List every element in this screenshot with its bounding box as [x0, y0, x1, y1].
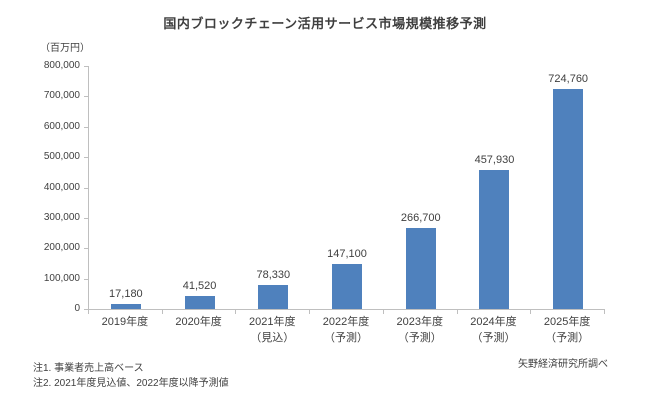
- x-tick-mark: [382, 310, 384, 314]
- y-tick-mark: [84, 66, 89, 67]
- x-tick-label: 2023年度 （予測）: [383, 314, 457, 346]
- bar: [479, 169, 510, 309]
- bar-value-label: 147,100: [327, 248, 367, 261]
- x-tick-year: 2020年度: [175, 316, 222, 328]
- y-tick-label: 300,000: [43, 211, 80, 223]
- y-tick-mark: [84, 278, 89, 280]
- x-tick-mark: [456, 310, 458, 314]
- bar: [553, 88, 584, 309]
- bar-column: 147,100: [310, 66, 384, 309]
- y-tick-label: 600,000: [43, 120, 80, 132]
- bar-value-label: 724,760: [548, 72, 589, 85]
- bar-column: 41,520: [163, 66, 237, 309]
- footnote-2: 注2. 2021年度見込値、2022年度以降予測値: [33, 378, 229, 389]
- chart-title: 国内ブロックチェーン活用サービス市場規模推移予測: [163, 16, 487, 31]
- x-tick-mark: [309, 310, 311, 314]
- bar: [405, 228, 436, 309]
- x-tick-label: 2024年度 （予測）: [457, 314, 531, 346]
- x-tick-mark: [88, 310, 89, 314]
- y-tick-label: 0: [74, 303, 80, 314]
- x-tick-year: 2021年度: [249, 316, 296, 328]
- footnotes: 注1. 事業者売上高ベース 注2. 2021年度見込値、2022年度以降予測値: [33, 361, 229, 391]
- y-tick-mark: [84, 126, 89, 128]
- x-tick-year: 2023年度: [396, 316, 443, 328]
- y-tick-mark: [84, 248, 89, 250]
- bar-column: 78,330: [236, 66, 310, 309]
- x-tick-label: 2019年度: [88, 314, 162, 346]
- y-tick-label: 200,000: [43, 242, 80, 254]
- x-tick-sublabel: （予測）: [545, 332, 590, 344]
- x-tick-mark: [530, 310, 532, 314]
- bar-column: 17,180: [89, 66, 163, 309]
- x-tick-sublabel: （見込）: [250, 332, 295, 344]
- bar-value-label: 17,180: [109, 287, 143, 300]
- x-tick-label: 2021年度 （見込）: [235, 314, 309, 346]
- x-tick-label: 2020年度: [162, 314, 236, 346]
- y-tick-label: 500,000: [43, 151, 80, 163]
- x-tick-year: 2024年度: [470, 316, 517, 328]
- y-tick-mark: [84, 96, 89, 98]
- x-tick-year: 2025年度: [543, 316, 591, 328]
- bar: [184, 296, 215, 309]
- bar-column: 266,700: [384, 66, 458, 309]
- x-axis: 2019年度 2020年度 2021年度 （見込） 2022年度 （予測） 2023年度 （予…: [88, 314, 604, 346]
- plot-area: 17,180 41,520 78,330 147,100 266,700 457,930 7…: [84, 66, 605, 314]
- source-label: 矢野経済研究所調べ: [518, 359, 608, 370]
- y-tick-label: 400,000: [43, 181, 80, 193]
- footnote-1: 注1. 事業者売上高ベース: [33, 363, 144, 374]
- x-tick-sublabel: （予測）: [397, 332, 442, 344]
- bar-column: 457,930: [458, 66, 532, 309]
- x-tick-sublabel: （予測）: [324, 332, 369, 344]
- x-tick-year: 2019年度: [101, 316, 149, 328]
- y-tick-label: 100,000: [43, 272, 80, 284]
- y-axis: 800,000 700,000 600,000 500,000 400,000 300,0…: [0, 60, 80, 314]
- bar-column: 724,760: [531, 66, 605, 309]
- x-tick-sublabel: （予測）: [471, 332, 516, 344]
- y-axis-unit-label: （百万円）: [40, 43, 90, 54]
- bar: [110, 303, 141, 309]
- x-tick-label: 2022年度 （予測）: [309, 314, 383, 346]
- x-tick-mark: [604, 310, 605, 314]
- bar-value-label: 78,330: [256, 269, 291, 282]
- x-tick-year: 2022年度: [322, 316, 370, 328]
- x-tick-mark: [161, 310, 163, 314]
- y-tick-mark: [84, 157, 89, 159]
- y-tick-mark: [84, 309, 89, 310]
- bar: [332, 264, 363, 309]
- bar-value-label: 266,700: [400, 212, 441, 224]
- bar-value-label: 41,520: [182, 280, 217, 293]
- y-tick-mark: [84, 187, 89, 189]
- y-tick-mark: [84, 217, 89, 219]
- bar-value-label: 457,930: [474, 153, 515, 166]
- bar: [258, 285, 289, 309]
- y-tick-label: 700,000: [43, 90, 80, 102]
- y-tick-label: 800,000: [43, 60, 80, 71]
- x-tick-mark: [235, 310, 237, 314]
- x-tick-label: 2025年度 （予測）: [530, 314, 604, 346]
